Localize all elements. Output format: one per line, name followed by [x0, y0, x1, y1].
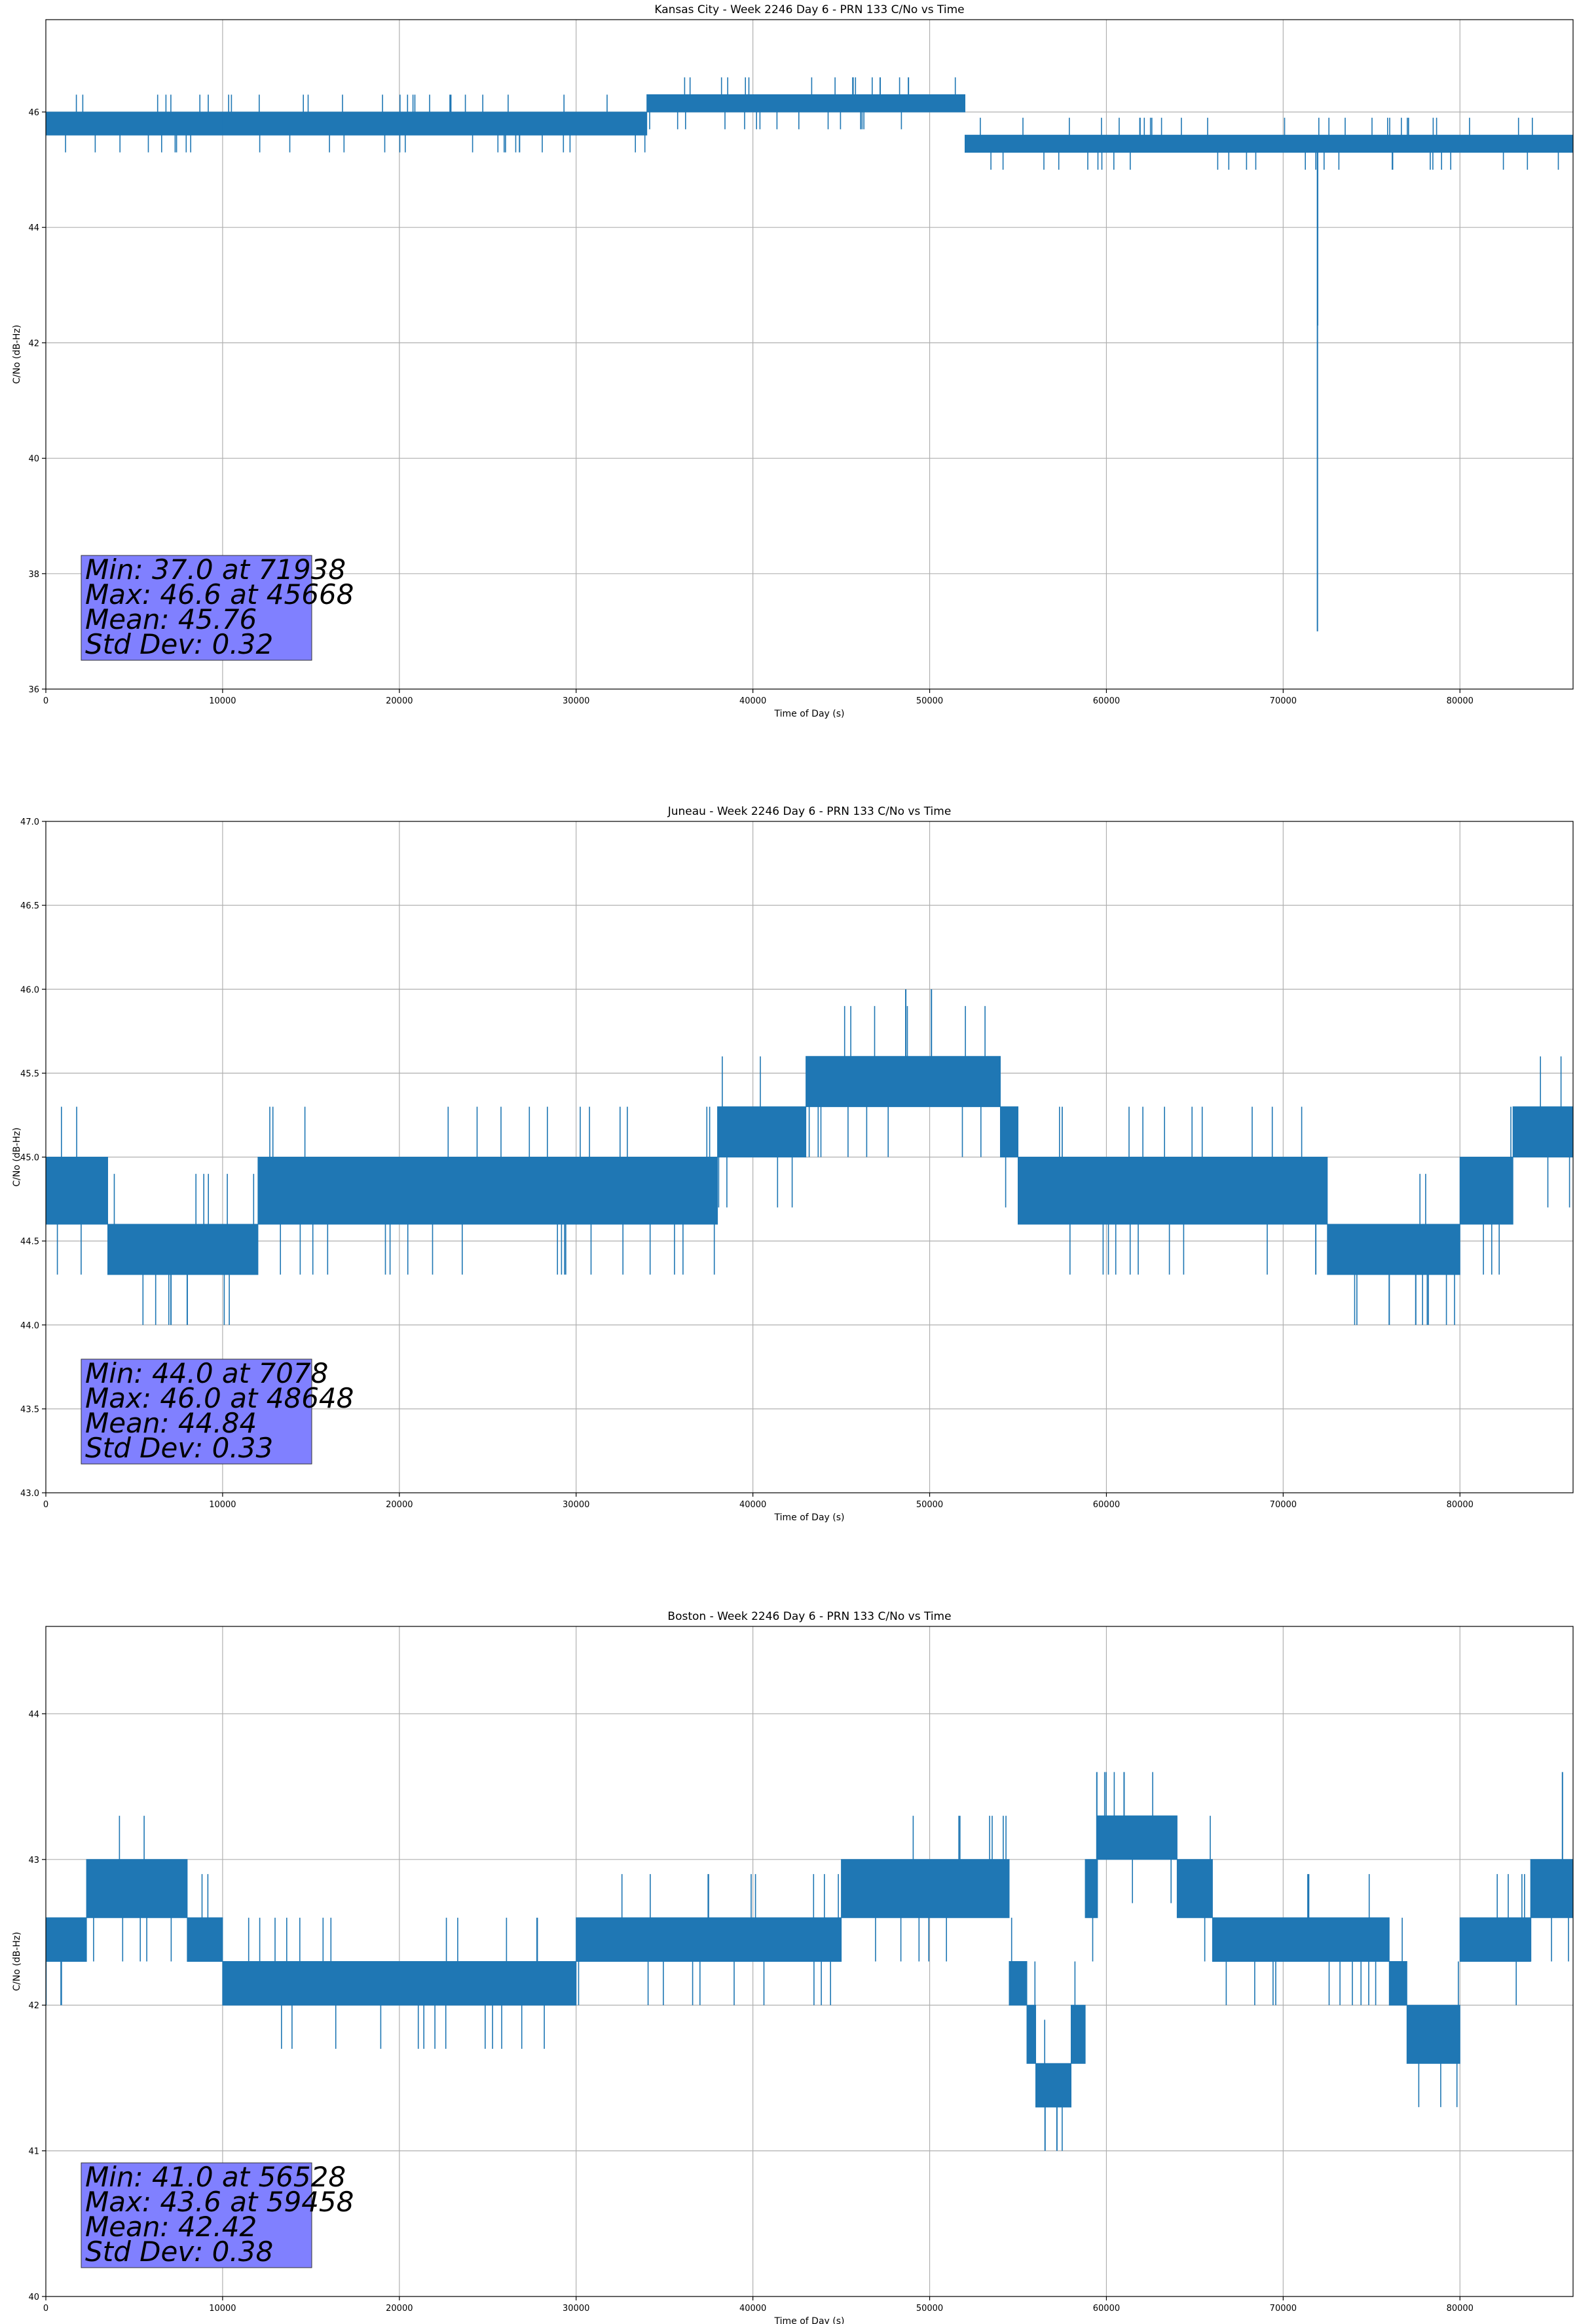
chart-1: 0 10000 20000 30000 40000 50000 60000 70000 8000… — [12, 3, 1574, 719]
x-tick-label: 0 — [43, 696, 48, 706]
x-tick-label: 40000 — [739, 696, 766, 706]
x-tick-label: 40000 — [739, 2304, 766, 2314]
y-tick-label: 42 — [28, 2001, 39, 2011]
x-axis-label: Time of Day (s) — [774, 709, 845, 719]
y-tick-label: 46.0 — [20, 985, 39, 995]
chart-3: 0 10000 20000 30000 40000 50000 60000 70000 8000… — [12, 1610, 1574, 2324]
stats-max: Max: 46.6 at 45668 — [85, 578, 354, 610]
x-tick-label: 20000 — [386, 2304, 413, 2314]
y-tick-label: 44 — [28, 1710, 39, 1719]
y-axis-label: C/No (dB-Hz) — [12, 1932, 22, 1991]
stats-std: Std Dev: 0.38 — [85, 2236, 273, 2268]
x-tick-label: 50000 — [916, 696, 943, 706]
x-tick-label: 60000 — [1093, 2304, 1120, 2314]
series-band — [46, 1056, 1573, 1275]
y-tick-label: 44.0 — [20, 1321, 39, 1331]
x-tick-label: 50000 — [916, 1500, 943, 1510]
x-tick-label: 80000 — [1447, 696, 1474, 706]
x-tick-label: 0 — [43, 1500, 48, 1510]
y-tick-label: 44.5 — [20, 1237, 39, 1247]
x-tick-label: 10000 — [209, 2304, 236, 2314]
y-tick-label: 43 — [28, 1856, 39, 1865]
chart-title: Boston - Week 2246 Day 6 - PRN 133 C/No … — [667, 1610, 951, 1623]
series-spikes — [56, 1005, 1570, 1325]
y-tick-label: 42 — [28, 339, 39, 348]
x-tick-label: 80000 — [1447, 1500, 1474, 1510]
stats-mean: Mean: 44.84 — [85, 1407, 257, 1439]
x-tick-label: 60000 — [1093, 1500, 1120, 1510]
x-tick-label: 20000 — [386, 696, 413, 706]
chart-title: Kansas City - Week 2246 Day 6 - PRN 133 … — [654, 3, 964, 16]
axes-frame — [45, 19, 1574, 690]
stats-mean: Mean: 45.76 — [85, 603, 257, 635]
stats-box — [81, 555, 312, 661]
x-tick-label: 30000 — [563, 696, 589, 706]
stats-min: Min: 37.0 at 71938 — [85, 553, 346, 586]
axes-frame — [45, 1626, 1574, 2297]
stats-box — [81, 1359, 312, 1465]
y-tick-label: 38 — [28, 570, 39, 580]
x-axis-label: Time of Day (s) — [774, 1512, 845, 1523]
x-tick-label: 10000 — [209, 1500, 236, 1510]
x-tick-label: 40000 — [739, 1500, 766, 1510]
x-tick-label: 20000 — [386, 1500, 413, 1510]
x-tick-label: 80000 — [1447, 2304, 1474, 2314]
x-tick-label: 0 — [43, 2304, 48, 2314]
y-tick-label: 45.0 — [20, 1153, 39, 1163]
stats-mean: Mean: 42.42 — [85, 2211, 257, 2243]
y-tick-label: 46.5 — [20, 901, 39, 911]
y-axis-label: C/No (dB-Hz) — [12, 325, 22, 384]
y-tick-label: 43.5 — [20, 1405, 39, 1415]
x-tick-label: 70000 — [1270, 1500, 1297, 1510]
x-tick-label: 10000 — [209, 696, 236, 706]
y-tick-label: 43.0 — [20, 1489, 39, 1499]
x-tick-label: 30000 — [563, 2304, 589, 2314]
x-tick-label: 70000 — [1270, 696, 1297, 706]
y-tick-label: 47.0 — [20, 817, 39, 827]
x-tick-label: 50000 — [916, 2304, 943, 2314]
y-tick-label: 45.5 — [20, 1069, 39, 1079]
x-axis-label: Time of Day (s) — [774, 2316, 845, 2324]
y-axis-label: C/No (dB-Hz) — [12, 1127, 22, 1186]
x-tick-label: 60000 — [1093, 696, 1120, 706]
chart-2: 0 10000 20000 30000 40000 50000 60000 70000 8000… — [12, 805, 1574, 1523]
stats-min: Min: 44.0 at 7078 — [85, 1357, 328, 1389]
stats-std: Std Dev: 0.32 — [85, 628, 273, 660]
series-band — [46, 94, 1573, 153]
x-tick-label: 30000 — [563, 1500, 589, 1510]
y-tick-label: 40 — [28, 455, 39, 464]
stats-max: Max: 43.6 at 59458 — [85, 2186, 354, 2218]
y-tick-label: 36 — [28, 685, 39, 695]
stats-min: Min: 41.0 at 56528 — [85, 2161, 346, 2193]
y-tick-label: 44 — [28, 223, 39, 233]
data-series — [46, 77, 1573, 631]
stats-std: Std Dev: 0.33 — [85, 1432, 273, 1464]
data-series — [46, 989, 1573, 1325]
y-tick-label: 41 — [28, 2147, 39, 2157]
stats-max: Max: 46.0 at 48648 — [85, 1382, 354, 1414]
series-spikes — [65, 77, 1559, 170]
y-tick-label: 46 — [28, 108, 39, 118]
chart-title: Juneau - Week 2246 Day 6 - PRN 133 C/No … — [667, 805, 952, 818]
stats-box — [81, 2162, 312, 2268]
x-tick-label: 70000 — [1270, 2304, 1297, 2314]
y-tick-label: 40 — [28, 2293, 39, 2302]
